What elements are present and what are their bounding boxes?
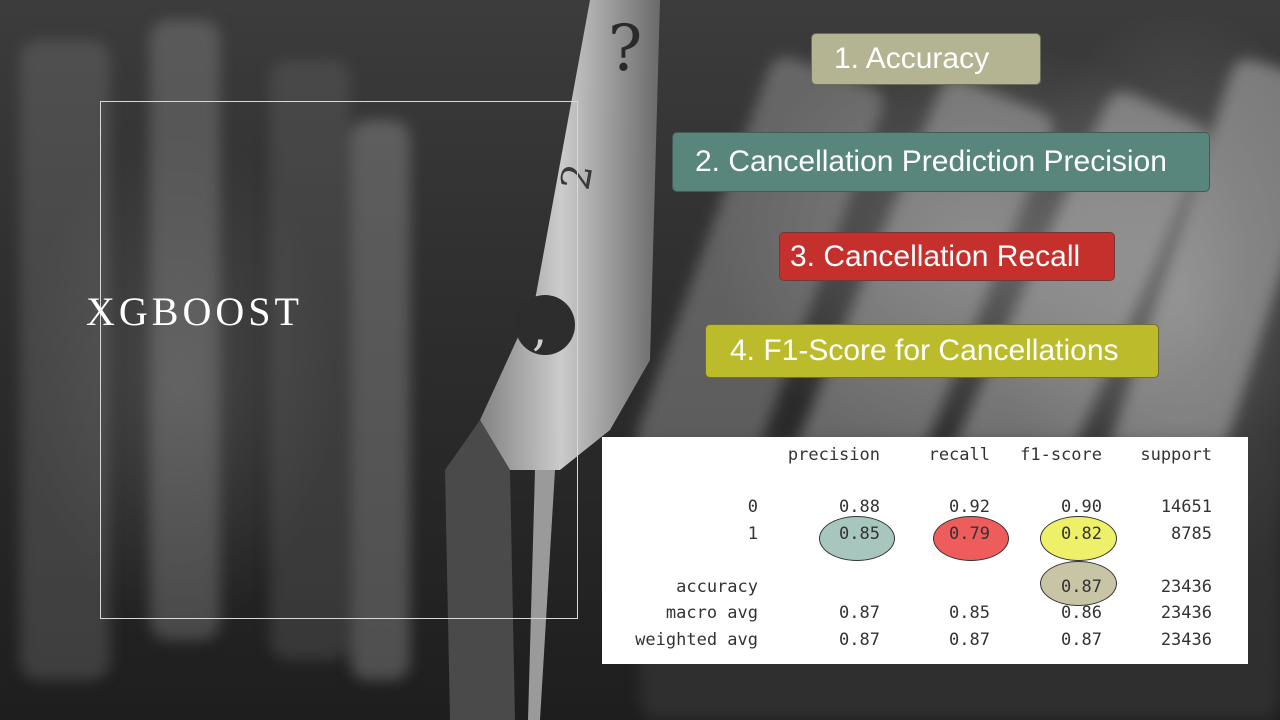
report-cell-f1-score: 0.87 xyxy=(1061,630,1102,650)
blurred-key-bar xyxy=(20,40,110,680)
report-header-recall: recall xyxy=(928,445,990,465)
report-cell-recall: 0.87 xyxy=(949,630,990,650)
slide-title: XGBOOST xyxy=(86,289,303,334)
report-cell-recall: 0.85 xyxy=(949,603,990,623)
typebar-hammer-image: ? 2 , xyxy=(445,0,660,720)
report-cell-f1-score: 0.82 xyxy=(1061,524,1102,544)
report-cell-f1-score: 0.86 xyxy=(1061,603,1102,623)
report-cell-recall: 0.79 xyxy=(949,524,990,544)
metric-label-accuracy: 1. Accuracy xyxy=(811,33,1041,85)
classification-report: precision recall f1-score support 0 0.88… xyxy=(602,437,1248,664)
report-cell-f1-score: 0.90 xyxy=(1061,497,1102,517)
report-row-label: macro avg xyxy=(665,603,758,623)
recall-highlight-ellipse xyxy=(933,516,1009,561)
svg-text:,: , xyxy=(532,301,547,357)
report-cell-precision: 0.85 xyxy=(839,524,880,544)
report-cell-support: 23436 xyxy=(1160,603,1212,623)
report-cell-f1-score: 0.87 xyxy=(1061,577,1102,597)
report-row-label: accuracy xyxy=(676,577,758,597)
report-cell-recall: 0.92 xyxy=(949,497,990,517)
svg-text:?: ? xyxy=(608,12,642,86)
report-header-f1-score: f1-score xyxy=(1020,445,1102,465)
metric-label-f1-score: 4. F1-Score for Cancellations xyxy=(705,324,1159,378)
blurred-key-bar xyxy=(150,20,220,640)
report-cell-precision: 0.87 xyxy=(839,630,880,650)
accuracy-highlight-ellipse xyxy=(1040,561,1117,606)
report-row-label: weighted avg xyxy=(635,630,758,650)
report-row-label: 0 xyxy=(747,497,758,517)
blurred-key-bar xyxy=(270,60,350,660)
report-cell-support: 23436 xyxy=(1160,630,1212,650)
report-header-support: support xyxy=(1140,445,1212,465)
report-cell-support: 14651 xyxy=(1160,497,1212,517)
precision-highlight-ellipse xyxy=(819,516,895,561)
metric-label-precision: 2. Cancellation Prediction Precision xyxy=(672,132,1210,192)
report-cell-precision: 0.87 xyxy=(839,603,880,623)
f1-score-highlight-ellipse xyxy=(1040,516,1117,561)
report-row-label: 1 xyxy=(747,524,758,544)
report-header-precision: precision xyxy=(787,445,880,465)
title-frame xyxy=(100,101,578,619)
report-cell-support: 23436 xyxy=(1160,577,1212,597)
metric-label-recall: 3. Cancellation Recall xyxy=(779,232,1115,281)
blurred-key-bar xyxy=(350,120,410,680)
report-cell-support: 8785 xyxy=(1171,524,1212,544)
report-cell-precision: 0.88 xyxy=(839,497,880,517)
